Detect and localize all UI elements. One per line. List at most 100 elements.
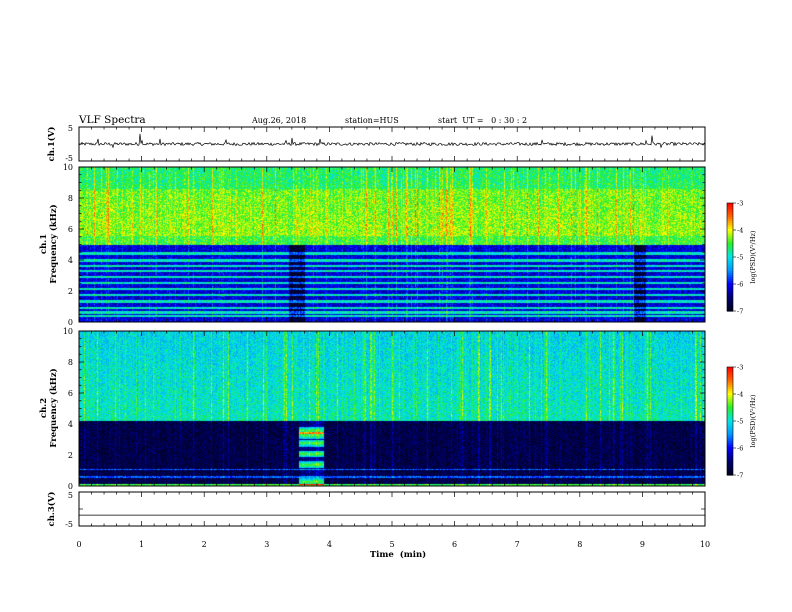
colorbar-tick-label: -4 [737, 227, 743, 235]
colorbar-swatch [727, 211, 733, 214]
colorbar-swatch [727, 469, 733, 472]
colorbar-swatch [727, 279, 733, 282]
colorbar-swatch [727, 257, 733, 260]
colorbar-swatch [727, 249, 733, 252]
colorbar-swatch [727, 457, 733, 460]
colorbar-swatch [727, 433, 733, 436]
colorbar-swatch [727, 427, 733, 430]
colorbar-swatch [727, 297, 733, 300]
colorbar-swatch [727, 285, 733, 288]
colorbar-swatch [727, 401, 733, 404]
colorbar-swatch [727, 217, 733, 220]
start-time-label: start UT = 0 : 30 : 2 [438, 116, 527, 125]
colorbar-swatch [727, 287, 733, 290]
colorbar-swatch [727, 267, 733, 270]
colorbar-tick-label: -4 [737, 391, 743, 399]
waveform-ch1-trace [78, 133, 706, 149]
colorbar-swatch [727, 233, 733, 236]
colorbar-swatch [727, 395, 733, 398]
colorbar-swatch [727, 459, 733, 462]
x-tick-label: 2 [202, 540, 207, 549]
colorbar-swatch [727, 377, 733, 380]
colorbar-swatch [727, 203, 733, 206]
colorbar-swatch [727, 465, 733, 468]
x-tick-label: 9 [640, 540, 645, 549]
date-label: Aug.26, 2018 [251, 116, 306, 125]
colorbar-swatch [727, 381, 733, 384]
colorbar-label: log(PSD)(V²/Hz) [749, 394, 757, 447]
waveform-ch3-panel: 5 -5 ch.3(V) [46, 491, 706, 529]
y-tick-label: 0 [68, 318, 73, 327]
colorbar-swatch [727, 423, 733, 426]
colorbar-swatch [727, 441, 733, 444]
x-tick-label: 0 [76, 540, 81, 549]
spectrogram-ch2-image [79, 331, 705, 486]
waveform-ch3-ytick-bottom: -5 [65, 520, 73, 529]
colorbar-swatch [727, 231, 733, 234]
waveform-ch3-ytick-top: 5 [68, 491, 73, 500]
waveform-ch3-frame [78, 491, 706, 527]
colorbar-swatch [727, 225, 733, 228]
colorbar-swatch [727, 447, 733, 450]
colorbar-tick-label: -5 [737, 254, 743, 262]
colorbar-swatch [727, 241, 733, 244]
spectrogram-ch2-ticks [78, 330, 706, 487]
colorbar-swatch [727, 219, 733, 222]
colorbar-swatch [727, 213, 733, 216]
colorbar-swatch [727, 239, 733, 242]
y-tick-label: 8 [68, 358, 73, 367]
colorbar-tick-label: -7 [737, 308, 743, 316]
colorbar-swatch [727, 243, 733, 246]
spectrogram-ch1-ticks [78, 166, 706, 323]
station-label: station=HUS [345, 116, 399, 125]
colorbar-swatch [727, 379, 733, 382]
colorbar-swatch [727, 281, 733, 284]
colorbar-swatch [727, 385, 733, 388]
x-tick-label: 4 [327, 540, 332, 549]
colorbar-swatch [727, 449, 733, 452]
colorbar-swatch [727, 373, 733, 376]
colorbar-swatch [727, 235, 733, 238]
colorbar-swatch [727, 293, 733, 296]
colorbar-swatch [727, 393, 733, 396]
colorbar-swatch [727, 397, 733, 400]
spectrogram-ch1-ylabel-frequency: Frequency (kHz) [48, 204, 59, 283]
waveform-ch1-ticks [78, 126, 706, 162]
x-axis-label: Time (min) [370, 549, 426, 560]
colorbar-swatch [727, 405, 733, 408]
colorbar-swatch [727, 263, 733, 266]
colorbar-swatch [727, 431, 733, 434]
y-tick-label: 6 [68, 389, 73, 398]
colorbar-swatch [727, 301, 733, 304]
colorbar-swatch [727, 425, 733, 428]
colorbar-swatch [727, 251, 733, 254]
colorbar-swatch [727, 471, 733, 474]
colorbar-swatch [727, 451, 733, 454]
colorbar-swatch [727, 403, 733, 406]
plot-title: VLF Spectra [78, 114, 146, 126]
x-tick-label: 3 [264, 540, 269, 549]
colorbar-swatch [727, 437, 733, 440]
colorbar-swatch [727, 205, 733, 208]
colorbar-tick-label: -3 [737, 364, 743, 372]
y-tick-label: 8 [68, 194, 73, 203]
y-tick-label: 10 [63, 327, 73, 336]
colorbar-swatch [727, 255, 733, 258]
colorbar-swatch [727, 453, 733, 456]
colorbar-swatch [727, 271, 733, 274]
y-tick-label: 2 [68, 287, 73, 296]
colorbar-ch2: -3 -4 -5 -6 -7 log(PSD)(V²/Hz) [726, 364, 757, 480]
colorbar-swatch [727, 417, 733, 420]
colorbar-swatch [727, 229, 733, 232]
waveform-ch1-ytick-top: 5 [68, 124, 73, 133]
y-tick-label: 4 [68, 420, 73, 429]
waveform-ch1-ytick-bottom: -5 [65, 154, 73, 163]
x-tick-label: 1 [139, 540, 144, 549]
colorbar-swatch [727, 215, 733, 218]
colorbar-swatch [727, 383, 733, 386]
spectrogram-ch2-panel: 0 2 4 6 8 10 ch.2 Frequency (kHz) -3 -4 -5 -6 -7 l… [39, 327, 757, 491]
x-tick-label: 7 [515, 540, 520, 549]
waveform-ch3-ticks [78, 491, 706, 527]
colorbar-swatch [727, 419, 733, 422]
colorbar-tick-label: -5 [737, 418, 743, 426]
